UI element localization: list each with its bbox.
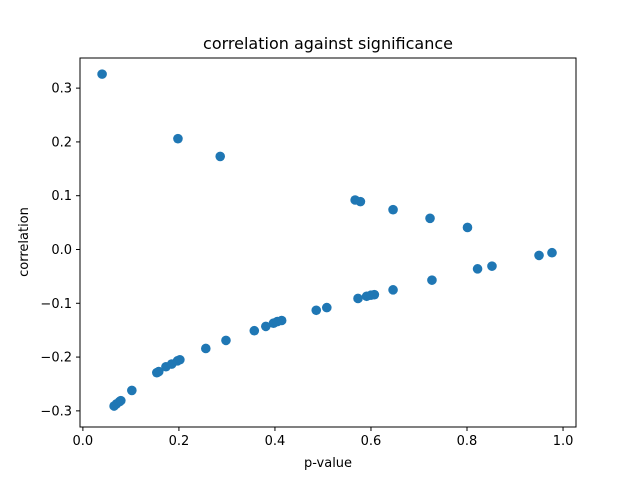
y-tick-label: 0.0	[51, 243, 72, 258]
data-point	[276, 315, 287, 326]
data-point	[311, 305, 322, 316]
x-tick-label: 0.6	[361, 434, 382, 449]
data-point	[353, 293, 363, 304]
x-tick-label: 0.4	[265, 434, 286, 449]
data-point	[355, 196, 366, 207]
data-point	[127, 385, 137, 396]
y-axis: −0.3 −0.2 −0.1 0.0 0.1 0.2 0.3	[40, 82, 80, 419]
x-axis: 0.0 0.2 0.4 0.6 0.8 1.0	[73, 427, 574, 449]
x-tick-label: 0.2	[169, 434, 190, 449]
data-point	[425, 213, 435, 224]
y-tick-label: −0.2	[40, 351, 72, 366]
data-point	[175, 354, 185, 365]
data-point	[116, 395, 126, 406]
data-point	[427, 275, 437, 285]
data-point	[173, 133, 183, 144]
data-points	[97, 69, 557, 411]
data-point	[97, 69, 107, 79]
data-point	[321, 302, 332, 313]
plot-frame	[79, 57, 577, 428]
data-point	[472, 264, 483, 274]
x-tick-label: 1.0	[553, 434, 574, 449]
data-point	[487, 261, 497, 271]
data-point	[388, 204, 398, 215]
data-point	[547, 247, 557, 258]
y-axis-label: correlation	[17, 207, 32, 277]
y-tick-label: −0.3	[40, 404, 72, 419]
data-point	[249, 325, 260, 336]
data-point	[369, 289, 380, 300]
x-axis-label: p-value	[304, 456, 352, 471]
y-tick-label: 0.3	[51, 82, 72, 97]
data-point	[215, 151, 226, 162]
data-point	[201, 343, 211, 354]
data-point	[153, 366, 164, 377]
y-tick-label: 0.1	[51, 189, 72, 204]
x-tick-label: 0.0	[73, 434, 94, 449]
data-point	[261, 321, 271, 332]
data-point	[388, 285, 398, 295]
data-point	[221, 335, 231, 346]
y-tick-label: −0.1	[40, 297, 72, 312]
data-point	[462, 222, 473, 233]
chart-title: correlation against significance	[203, 34, 453, 53]
y-tick-label: 0.2	[51, 135, 72, 150]
data-point	[534, 250, 544, 261]
x-tick-label: 0.8	[457, 434, 478, 449]
